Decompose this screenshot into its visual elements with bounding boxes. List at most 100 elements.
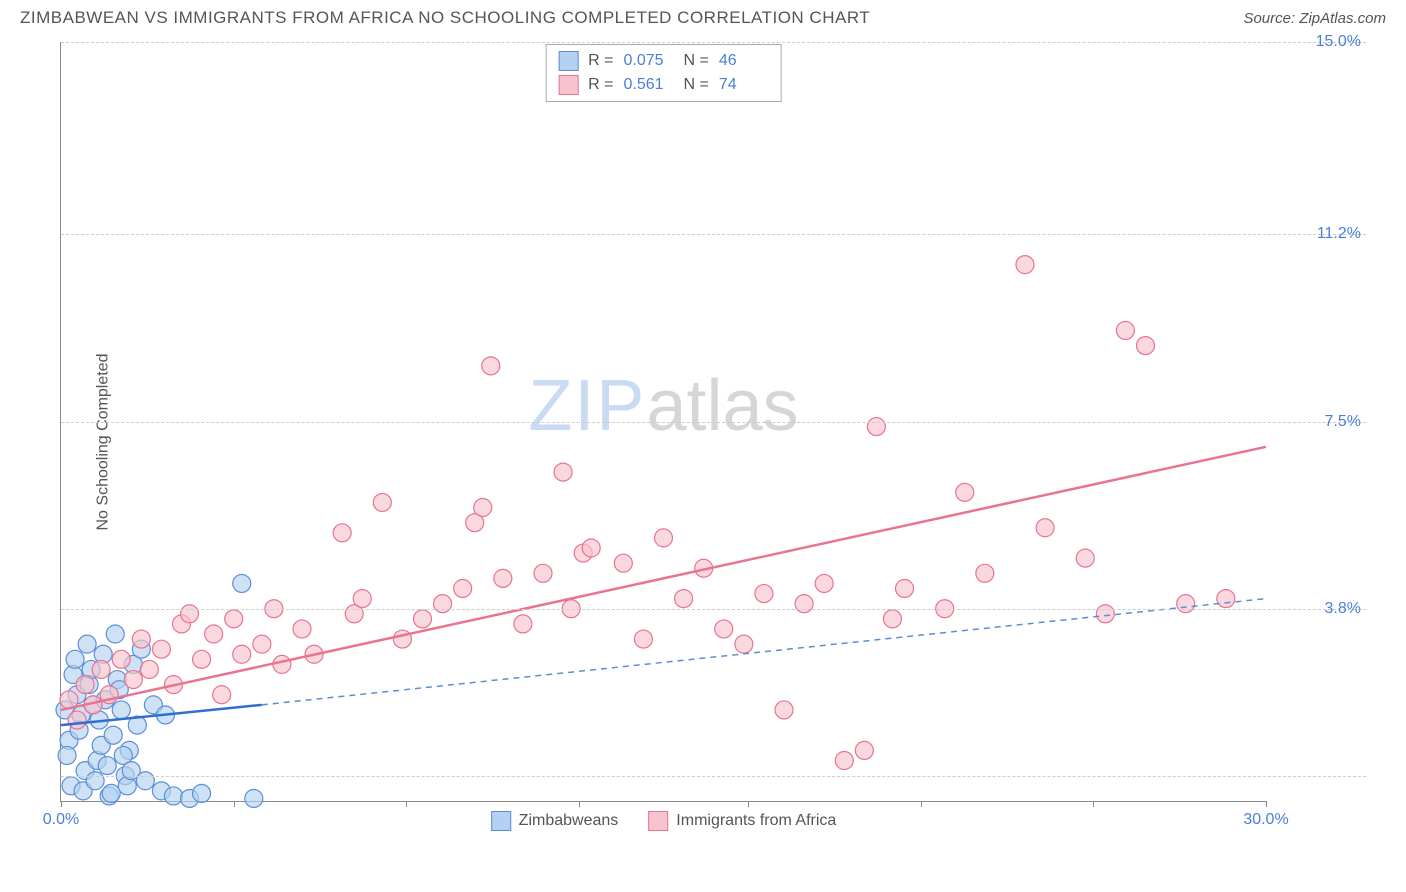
legend-item: Zimbabweans [491, 811, 619, 831]
data-point [253, 635, 271, 653]
data-point [554, 463, 572, 481]
data-point [855, 741, 873, 759]
data-point [66, 650, 84, 668]
x-tick [921, 801, 922, 807]
data-point [454, 579, 472, 597]
data-point [225, 610, 243, 628]
data-point [245, 789, 263, 807]
data-point [373, 493, 391, 511]
data-point [353, 590, 371, 608]
data-point [106, 625, 124, 643]
data-point [112, 701, 130, 719]
gridline [61, 422, 1366, 423]
x-tick-label: 30.0% [1243, 811, 1288, 829]
gridline [61, 234, 1366, 235]
data-point [1096, 605, 1114, 623]
source-attribution: Source: ZipAtlas.com [1243, 10, 1386, 27]
data-point [164, 787, 182, 805]
legend-label: Zimbabweans [519, 812, 619, 830]
data-point [835, 752, 853, 770]
data-point [675, 590, 693, 608]
x-tick [579, 801, 580, 807]
x-tick-label: 0.0% [43, 811, 79, 829]
x-tick [61, 801, 62, 807]
data-point [614, 554, 632, 572]
data-point [1076, 549, 1094, 567]
data-point [233, 645, 251, 663]
data-point [715, 620, 733, 638]
data-point [181, 605, 199, 623]
data-point [514, 615, 532, 633]
data-point [1036, 519, 1054, 537]
data-point [98, 757, 116, 775]
data-point [233, 574, 251, 592]
data-point [78, 635, 96, 653]
data-point [775, 701, 793, 719]
legend-item: Immigrants from Africa [648, 811, 836, 831]
data-point [755, 585, 773, 603]
data-point [58, 746, 76, 764]
x-tick [234, 801, 235, 807]
data-point [273, 655, 291, 673]
data-point [494, 569, 512, 587]
gridline [61, 776, 1366, 777]
x-tick [1266, 801, 1267, 807]
y-tick-label: 11.2% [1276, 225, 1361, 243]
data-point [883, 610, 901, 628]
data-point [634, 630, 652, 648]
data-point [76, 676, 94, 694]
y-tick-label: 7.5% [1276, 413, 1361, 431]
data-point [92, 660, 110, 678]
data-point [333, 524, 351, 542]
bottom-legend: Zimbabweans Immigrants from Africa [491, 811, 837, 831]
gridline [61, 42, 1366, 43]
data-point [434, 595, 452, 613]
y-tick-label: 3.8% [1276, 600, 1361, 618]
data-point [104, 726, 122, 744]
data-point [136, 772, 154, 790]
data-point [86, 772, 104, 790]
data-point [293, 620, 311, 638]
header: ZIMBABWEAN VS IMMIGRANTS FROM AFRICA NO … [0, 0, 1406, 32]
x-tick [1093, 801, 1094, 807]
data-point [1217, 590, 1235, 608]
data-point [193, 784, 211, 802]
gridline [61, 609, 1366, 610]
data-point [867, 418, 885, 436]
legend-label: Immigrants from Africa [676, 812, 836, 830]
chart-title: ZIMBABWEAN VS IMMIGRANTS FROM AFRICA NO … [20, 8, 870, 28]
data-point [474, 499, 492, 517]
data-point [102, 784, 120, 802]
data-point [896, 579, 914, 597]
data-point [68, 711, 86, 729]
data-point [205, 625, 223, 643]
data-point [1177, 595, 1195, 613]
data-point [1116, 321, 1134, 339]
data-point [112, 650, 130, 668]
data-point [976, 564, 994, 582]
x-tick [748, 801, 749, 807]
y-tick-label: 15.0% [1276, 33, 1361, 51]
x-tick [406, 801, 407, 807]
data-point [655, 529, 673, 547]
data-point [534, 564, 552, 582]
data-point [582, 539, 600, 557]
data-point [124, 671, 142, 689]
data-point [1137, 337, 1155, 355]
plot-area: ZIPatlas R = 0.075 N = 46 R = 0.561 N = … [60, 42, 1266, 802]
trend-line-extrapolated [262, 599, 1266, 705]
data-point [152, 640, 170, 658]
series-swatch [648, 811, 668, 831]
series-swatch [491, 811, 511, 831]
data-point [140, 660, 158, 678]
data-point [414, 610, 432, 628]
data-point [213, 686, 231, 704]
data-point [482, 357, 500, 375]
data-point [193, 650, 211, 668]
data-point [795, 595, 813, 613]
data-point [735, 635, 753, 653]
data-point [132, 630, 150, 648]
data-point [815, 574, 833, 592]
data-point [956, 483, 974, 501]
data-point [1016, 256, 1034, 274]
